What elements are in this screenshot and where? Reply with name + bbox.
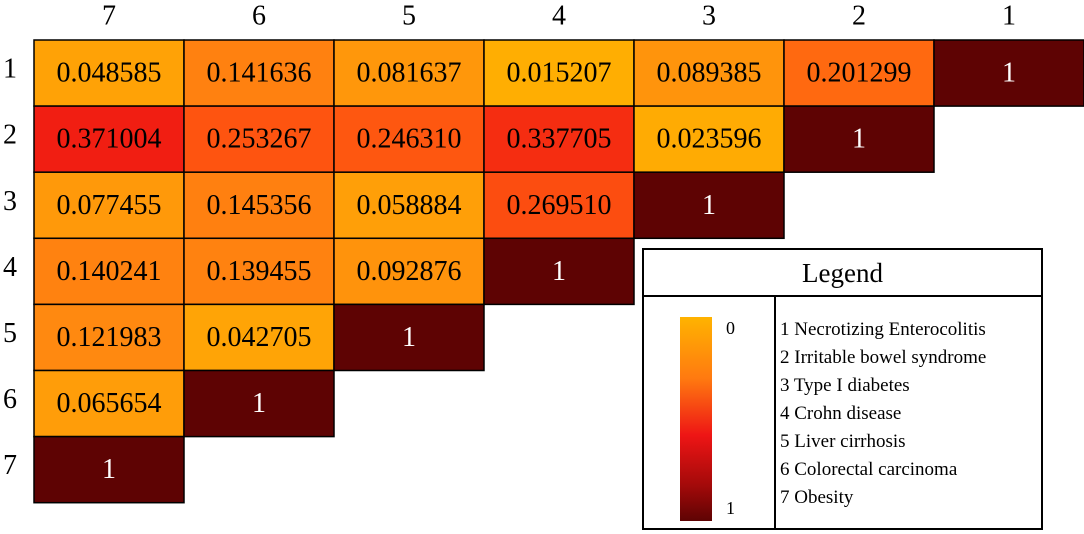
cell-value-label: 1 <box>402 322 416 353</box>
legend-item: 7 Obesity <box>780 487 854 508</box>
heatmap-cell <box>183 369 335 438</box>
heatmap-cell <box>33 105 185 173</box>
heatmap-cell <box>633 171 785 240</box>
heatmap-cell <box>633 105 785 173</box>
colorbar <box>680 317 712 521</box>
heatmap-cell <box>333 39 485 107</box>
column-label: 6 <box>252 1 266 32</box>
cell-value-label: 0.201299 <box>807 58 912 89</box>
cell-value-label: 1 <box>552 256 566 287</box>
legend-item: 3 Type I diabetes <box>780 375 910 396</box>
cell-value-label: 1 <box>852 124 866 155</box>
cell-value-label: 1 <box>102 454 116 485</box>
row-label: 5 <box>3 318 17 349</box>
heatmap-cell <box>183 39 335 107</box>
column-label: 7 <box>102 1 116 32</box>
cell-value-label: 0.089385 <box>657 58 762 89</box>
legend-item: 1 Necrotizing Enterocolitis <box>780 319 986 340</box>
cell-value-label: 1 <box>1002 58 1016 89</box>
heatmap-cell <box>33 39 185 107</box>
legend-item: 6 Colorectal carcinoma <box>780 459 958 480</box>
heatmap-cell <box>483 39 635 107</box>
cell-value-label: 0.269510 <box>507 190 612 221</box>
cell-value-label: 0.140241 <box>57 256 162 287</box>
column-label: 3 <box>702 1 716 32</box>
heatmap-cell <box>33 303 185 372</box>
heatmap-cell <box>183 237 335 306</box>
column-label: 4 <box>552 1 566 32</box>
cell-value-label: 0.246310 <box>357 124 462 155</box>
cell-value-label: 0.081637 <box>357 58 462 89</box>
cell-value-label: 0.092876 <box>357 256 462 287</box>
legend-title: Legend <box>644 250 1041 297</box>
cell-value-label: 1 <box>702 190 716 221</box>
heatmap-cell <box>483 105 635 173</box>
row-label: 1 <box>3 54 17 85</box>
heatmap-cell <box>183 171 335 240</box>
heatmap-cell <box>483 237 635 306</box>
heatmap-cell <box>33 435 185 504</box>
cell-value-label: 0.371004 <box>57 124 162 155</box>
legend: Legend 0 1 1 Necrotizing Enterocolitis 2… <box>642 248 1043 530</box>
cell-value-label: 0.139455 <box>207 256 312 287</box>
row-label: 7 <box>3 450 17 481</box>
cell-value-label: 0.042705 <box>207 322 312 353</box>
heatmap-cell <box>783 105 935 173</box>
cell-value-label: 0.145356 <box>207 190 312 221</box>
cell-value-label: 1 <box>252 388 266 419</box>
cell-value-label: 0.077455 <box>57 190 162 221</box>
cell-value-label: 0.058884 <box>357 190 462 221</box>
cell-value-label: 0.337705 <box>507 124 612 155</box>
colorbar-min-label: 0 <box>726 318 735 338</box>
row-label: 2 <box>3 120 17 151</box>
cell-value-label: 0.065654 <box>57 388 162 419</box>
row-label: 4 <box>3 252 17 283</box>
row-label: 3 <box>3 186 17 217</box>
cell-value-label: 0.015207 <box>507 58 612 89</box>
row-label: 6 <box>3 384 17 415</box>
heatmap-cell <box>33 237 185 306</box>
column-label: 1 <box>1002 1 1016 32</box>
legend-item: 5 Liver cirrhosis <box>780 431 906 452</box>
legend-list: 1 Necrotizing Enterocolitis 2 Irritable … <box>780 316 986 512</box>
column-label: 2 <box>852 1 866 32</box>
cell-value-label: 0.023596 <box>657 124 762 155</box>
heatmap-cell <box>33 369 185 438</box>
legend-item: 2 Irritable bowel syndrome <box>780 347 987 368</box>
column-label: 5 <box>402 1 416 32</box>
heatmap-cell <box>933 39 1084 107</box>
cell-value-label: 0.253267 <box>207 124 312 155</box>
heatmap-cell <box>183 105 335 173</box>
heatmap-cell <box>333 303 485 372</box>
cell-value-label: 0.121983 <box>57 322 162 353</box>
cell-value-label: 0.141636 <box>207 58 312 89</box>
cell-value-label: 0.048585 <box>57 58 162 89</box>
colorbar-max-label: 1 <box>726 498 735 518</box>
legend-divider <box>774 297 776 528</box>
legend-item: 4 Crohn disease <box>780 403 902 424</box>
